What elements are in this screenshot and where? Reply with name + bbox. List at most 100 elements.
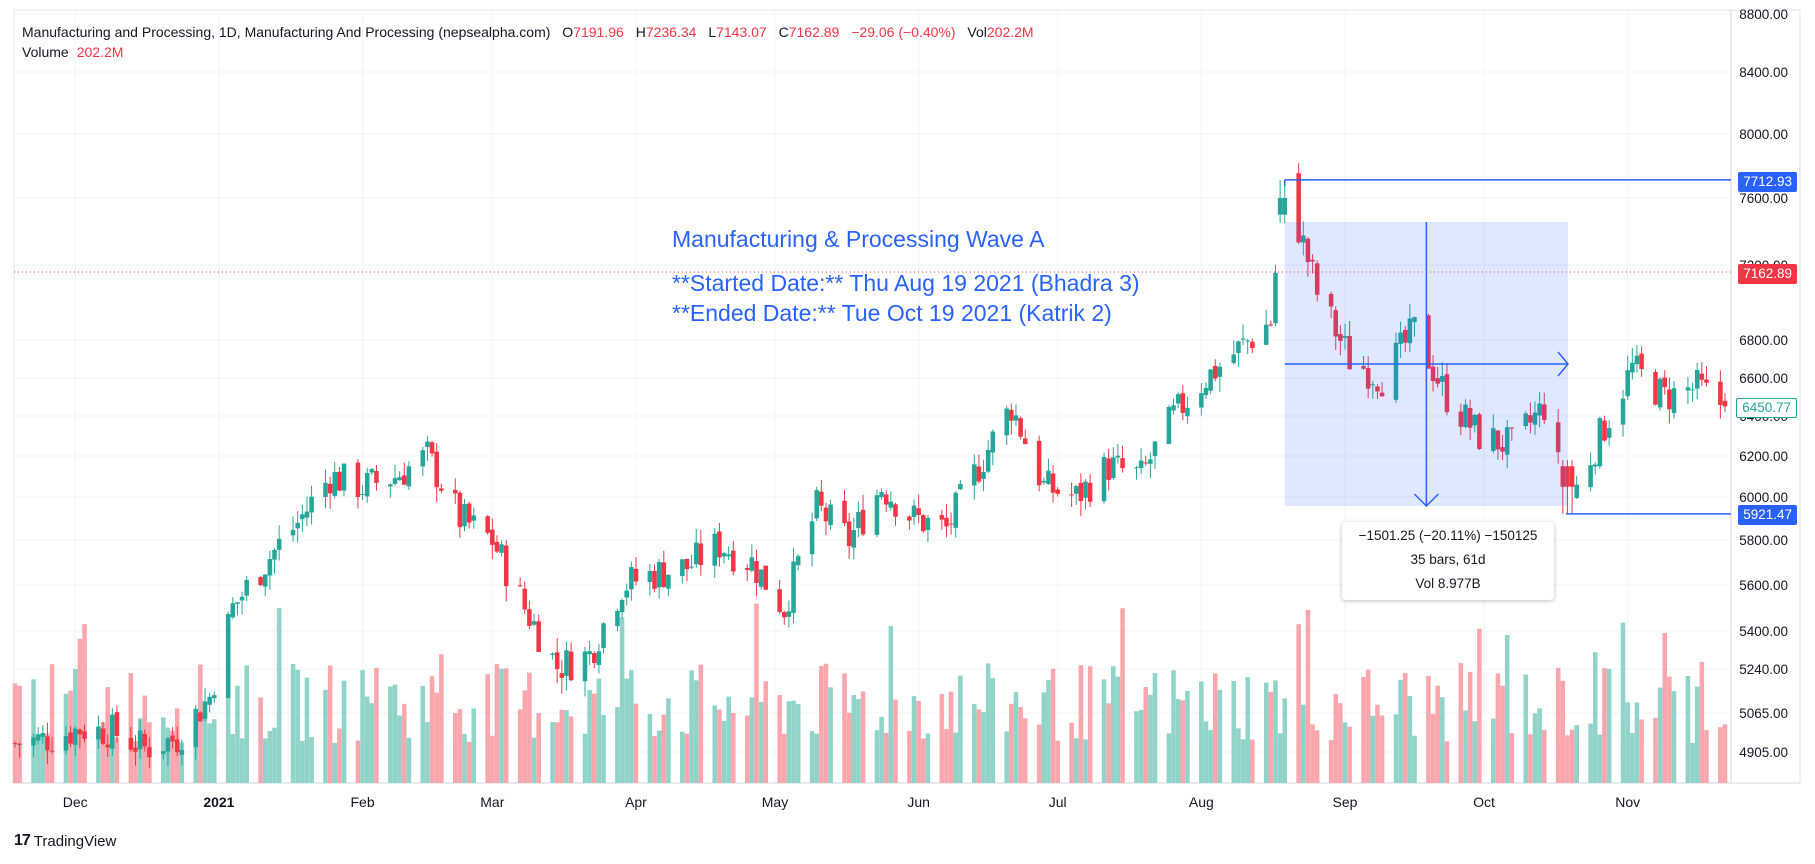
candle-body	[1328, 293, 1334, 307]
legend-close-label: C	[778, 24, 789, 40]
candle-body	[1240, 338, 1246, 340]
candle-body	[1004, 408, 1009, 436]
volume-bar	[374, 667, 379, 783]
volume-bar	[1458, 663, 1464, 783]
y-tick-label: 5240.00	[1739, 662, 1788, 677]
volume-bar	[1310, 724, 1315, 783]
candle-body	[517, 585, 523, 587]
volume-bar	[888, 626, 894, 783]
volume-bar	[225, 694, 231, 783]
annotation-started: **Started Date:** Thu Aug 19 2021 (Bhadr…	[672, 270, 1140, 296]
candle-body	[388, 484, 393, 487]
candle-body	[1667, 389, 1672, 410]
candle-body	[777, 589, 782, 612]
y-tick-label: 5800.00	[1739, 533, 1788, 548]
candle-body	[100, 728, 106, 744]
candle-body	[503, 545, 509, 587]
candle-body	[550, 653, 555, 655]
volume-bar	[1301, 704, 1306, 783]
chart-legend: Manufacturing and Processing, 1D, Manufa…	[22, 22, 1034, 62]
volume-bar	[1542, 730, 1547, 783]
candle-body	[68, 732, 73, 744]
volume-bar	[1565, 735, 1570, 783]
volume-bar	[337, 728, 342, 783]
candle-body	[633, 568, 639, 582]
candle-body	[485, 516, 490, 533]
x-tick-label: Sep	[1333, 794, 1358, 810]
candle-body	[1639, 353, 1644, 370]
candle-body	[731, 550, 736, 572]
candle-body	[1143, 462, 1148, 464]
candle-body	[907, 516, 912, 521]
volume-bar	[1199, 681, 1204, 783]
candle-body	[1509, 427, 1515, 429]
volume-bar	[1338, 703, 1343, 783]
volume-bar	[1504, 635, 1510, 783]
candle-body	[1592, 464, 1598, 467]
candle-body	[193, 708, 198, 748]
volume-bar	[72, 668, 78, 783]
tradingview-logo[interactable]: 17 TradingView	[14, 832, 116, 850]
measure-right-arrowhead	[1557, 351, 1569, 377]
y-tick-label: 6800.00	[1739, 333, 1788, 348]
x-tick-label: May	[762, 794, 788, 810]
volume-bar	[1657, 687, 1663, 783]
candle-body	[1106, 458, 1111, 480]
volume-bar	[1236, 728, 1241, 783]
volume-bar	[490, 735, 495, 783]
candle-body	[1412, 317, 1417, 323]
candle-body	[295, 522, 300, 529]
candle-body	[1722, 400, 1728, 407]
volume-bar	[1208, 729, 1213, 783]
volume-bar	[170, 730, 175, 783]
volume-bar	[1398, 679, 1403, 783]
candle-body	[1013, 415, 1019, 421]
candle-body	[1115, 455, 1121, 458]
annotation-title: Manufacturing & Processing Wave A	[672, 226, 1045, 252]
volume-bar	[1667, 676, 1672, 783]
volume-bar	[1203, 721, 1209, 783]
candle-body	[1212, 365, 1218, 379]
candle-body	[527, 609, 532, 626]
y-tick-label: 7600.00	[1739, 191, 1788, 206]
volume-bar	[198, 664, 203, 783]
volume-bar	[1087, 666, 1093, 783]
volume-bar	[1069, 722, 1074, 783]
candle-body	[1199, 393, 1204, 408]
candle-body	[179, 750, 185, 755]
candle-body	[77, 729, 83, 735]
legend-high-label: H	[635, 24, 646, 40]
candle-body	[1597, 418, 1603, 467]
volume-bar	[114, 737, 120, 783]
volume-bar	[161, 717, 166, 783]
wave-annotation[interactable]: Manufacturing & Processing Wave A **Star…	[672, 224, 1140, 328]
candle-body	[1718, 381, 1723, 405]
candle-body	[490, 529, 495, 545]
legend-row-volume: Volume 202.2M	[22, 42, 1034, 62]
candle-body	[420, 450, 426, 467]
volume-bar	[12, 683, 18, 783]
volume-bar	[1240, 739, 1246, 783]
candle-body	[1250, 341, 1255, 349]
volume-bar	[1055, 740, 1060, 783]
measure-down-arrowhead	[1413, 493, 1439, 508]
volume-bar	[1407, 695, 1413, 783]
candle-body	[1694, 370, 1700, 389]
volume-bar	[276, 608, 282, 783]
volume-bar	[680, 731, 685, 783]
volume-bar	[406, 737, 412, 783]
candle-body	[1342, 336, 1348, 338]
candle-body	[392, 478, 398, 484]
volume-bar	[1500, 685, 1505, 783]
candle-body	[795, 556, 801, 566]
volume-bar	[536, 713, 541, 783]
candle-body	[1532, 412, 1538, 425]
volume-bar	[1426, 675, 1431, 783]
candle-body	[1477, 414, 1482, 450]
candle-body	[1491, 428, 1496, 451]
volume-bar	[907, 730, 912, 783]
candle-body	[452, 489, 458, 494]
candle-body	[948, 523, 954, 525]
